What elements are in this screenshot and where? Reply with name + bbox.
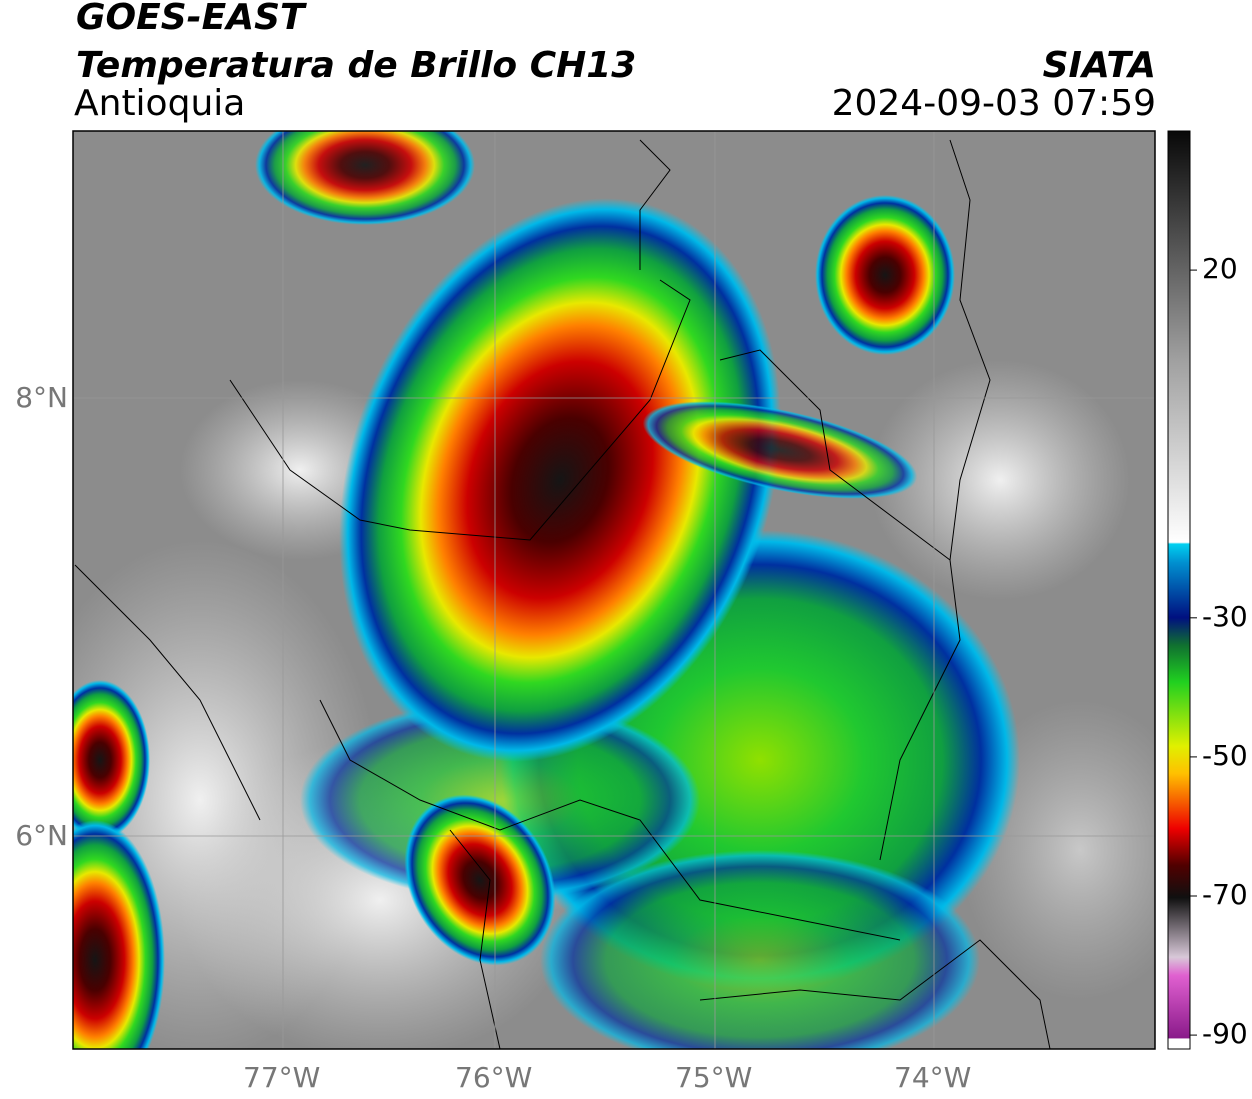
map-g <box>74 139 1051 1049</box>
map-polyline <box>229 279 691 541</box>
map-frame <box>72 130 1156 1050</box>
map-ellipse <box>339 198 781 762</box>
map-ellipse <box>642 401 918 499</box>
map-ellipse <box>540 850 980 1049</box>
lon-label: 75°W <box>675 1061 753 1094</box>
datetime: 2024-09-03 07:59 <box>831 83 1156 124</box>
map-ellipse <box>870 360 1130 600</box>
map-polyline <box>74 564 261 821</box>
colorbar <box>1167 130 1191 1050</box>
map-polyline <box>949 139 991 561</box>
map-g <box>73 131 1155 1049</box>
title: GOES-EAST <box>76 0 305 38</box>
map-polyline <box>449 829 501 1049</box>
map-polyline <box>639 139 671 270</box>
lon-label: 77°W <box>243 1061 321 1094</box>
source: SIATA <box>1042 45 1156 86</box>
map-ellipse <box>404 794 556 966</box>
lon-label: 74°W <box>894 1061 972 1094</box>
map-polyline <box>319 699 901 941</box>
colorbar-tick-label: -30 <box>1202 599 1248 633</box>
map-ellipse <box>300 700 700 900</box>
map-polyline <box>699 939 1051 1049</box>
map-ellipse <box>73 820 165 1049</box>
colorbar-tick-label: -90 <box>1202 1017 1248 1051</box>
colorbar-tick-label: -70 <box>1202 878 1248 911</box>
lon-label: 76°W <box>455 1061 533 1094</box>
imagery <box>73 131 1155 1049</box>
colorbar-tick-label: 20 <box>1202 252 1238 286</box>
map-ellipse <box>255 131 475 225</box>
map-ellipse <box>815 195 955 355</box>
lat-label: 6°N <box>15 819 68 852</box>
subtitle: Temperatura de Brillo CH13 <box>76 45 637 86</box>
colorbar-tick-label: -50 <box>1202 738 1248 772</box>
lat-label: 8°N <box>15 381 68 414</box>
map-ellipse <box>73 680 150 840</box>
region: Antioquia <box>74 83 246 124</box>
